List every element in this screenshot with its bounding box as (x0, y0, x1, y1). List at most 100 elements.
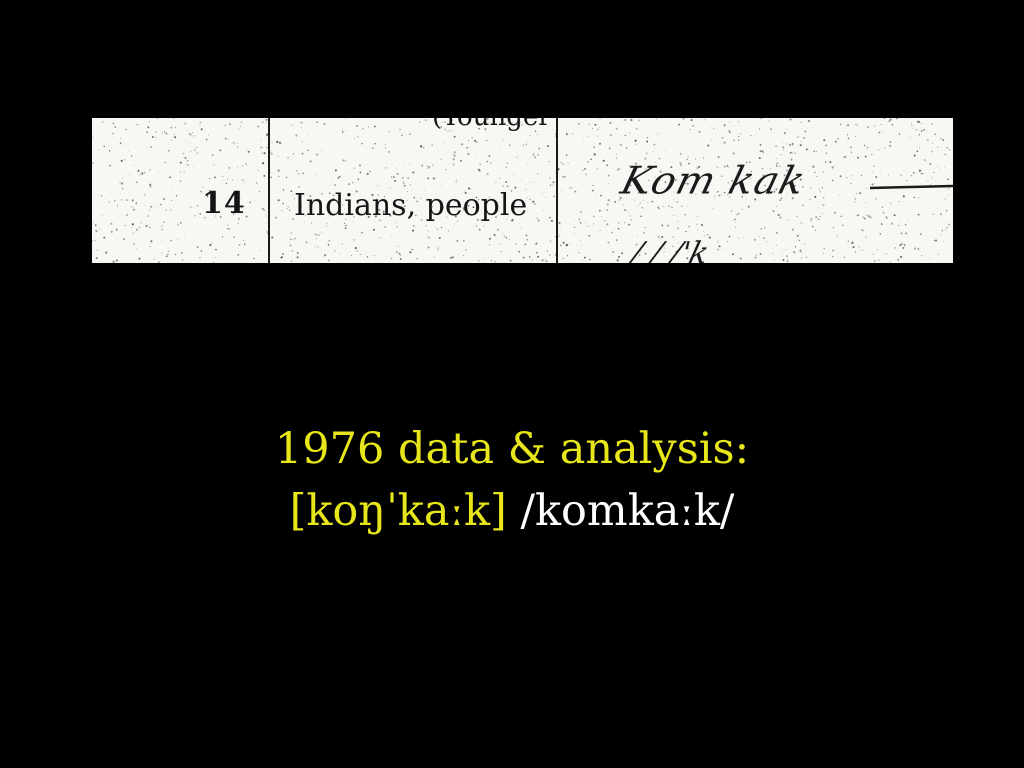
speckle (155, 201, 157, 203)
speckle (572, 124, 574, 126)
speckle (254, 200, 256, 201)
speckle (839, 175, 842, 178)
speckle (817, 207, 819, 209)
speckle (343, 222, 346, 225)
speckle (567, 162, 569, 164)
speckle (586, 225, 588, 227)
speckle (186, 160, 189, 162)
speckle (882, 211, 885, 214)
speckle (804, 130, 807, 133)
speckle (169, 176, 171, 179)
speckle (839, 194, 841, 196)
speckle (525, 188, 527, 190)
speckle (261, 207, 264, 210)
speckle (150, 205, 153, 208)
speckle (94, 239, 96, 242)
speckle (522, 144, 525, 147)
speckle (549, 240, 552, 243)
speckle (135, 247, 137, 249)
speckle (527, 142, 529, 143)
speckle (621, 252, 624, 255)
speckle (305, 214, 307, 216)
speckle (359, 253, 361, 256)
speckle (401, 134, 403, 136)
speckle (761, 167, 764, 170)
speckle (280, 209, 283, 212)
speckle (863, 144, 866, 147)
speckle (266, 232, 268, 234)
speckle (173, 118, 175, 120)
speckle (723, 141, 726, 144)
speckle (396, 167, 398, 169)
speckle (263, 174, 266, 177)
speckle (885, 216, 888, 219)
speckle (148, 120, 151, 123)
speckle (425, 225, 427, 227)
speckle (800, 222, 802, 224)
speckle (305, 241, 308, 244)
speckle (112, 122, 115, 125)
speckle (818, 189, 820, 191)
speckle (905, 179, 908, 182)
speckle (936, 166, 938, 168)
speckle (824, 161, 827, 163)
speckle (918, 197, 920, 199)
speckle (356, 250, 358, 252)
speckle (185, 140, 187, 141)
speckle (150, 146, 152, 148)
speckle (456, 240, 459, 242)
speckle (871, 183, 874, 186)
speckle (759, 244, 761, 246)
speckle (629, 184, 632, 187)
speckle (420, 218, 423, 221)
speckle (588, 234, 591, 237)
speckle (302, 172, 304, 175)
speckle (372, 228, 375, 231)
speckle (184, 122, 187, 125)
speckle (786, 128, 788, 130)
caption-heading: 1976 data & analysis: (274, 424, 750, 474)
speckle (927, 180, 929, 182)
speckle (490, 162, 492, 164)
speckle (214, 176, 216, 179)
speckle (549, 184, 552, 186)
speckle (810, 217, 813, 220)
speckle (332, 197, 335, 200)
speckle (508, 239, 511, 241)
speckle (819, 191, 822, 193)
speckle (131, 223, 134, 226)
speckle (103, 236, 106, 239)
speckle (122, 238, 125, 241)
speckle (316, 121, 318, 124)
speckle (823, 139, 826, 142)
speckle (498, 177, 500, 179)
speckle (367, 126, 369, 128)
speckle (114, 126, 117, 128)
speckle (750, 170, 753, 173)
speckle (822, 213, 824, 214)
speckle (552, 184, 554, 187)
speckle (872, 253, 874, 255)
speckle (920, 130, 923, 132)
speckle (760, 228, 763, 230)
speckle (132, 208, 135, 211)
speckle (238, 217, 240, 220)
speckle (174, 136, 177, 139)
speckle (737, 212, 740, 215)
speckle (623, 222, 625, 224)
speckle (764, 184, 766, 187)
speckle (689, 184, 691, 186)
speckle (137, 169, 140, 172)
speckle (500, 250, 502, 253)
speckle (147, 215, 149, 217)
speckle (553, 195, 556, 198)
speckle (810, 187, 812, 189)
speckle (98, 176, 100, 177)
speckle (786, 260, 789, 263)
speckle (773, 203, 775, 205)
speckle (590, 158, 592, 161)
speckle (750, 134, 752, 137)
speckle (558, 234, 561, 236)
speckle (825, 195, 826, 197)
speckle (862, 216, 864, 218)
